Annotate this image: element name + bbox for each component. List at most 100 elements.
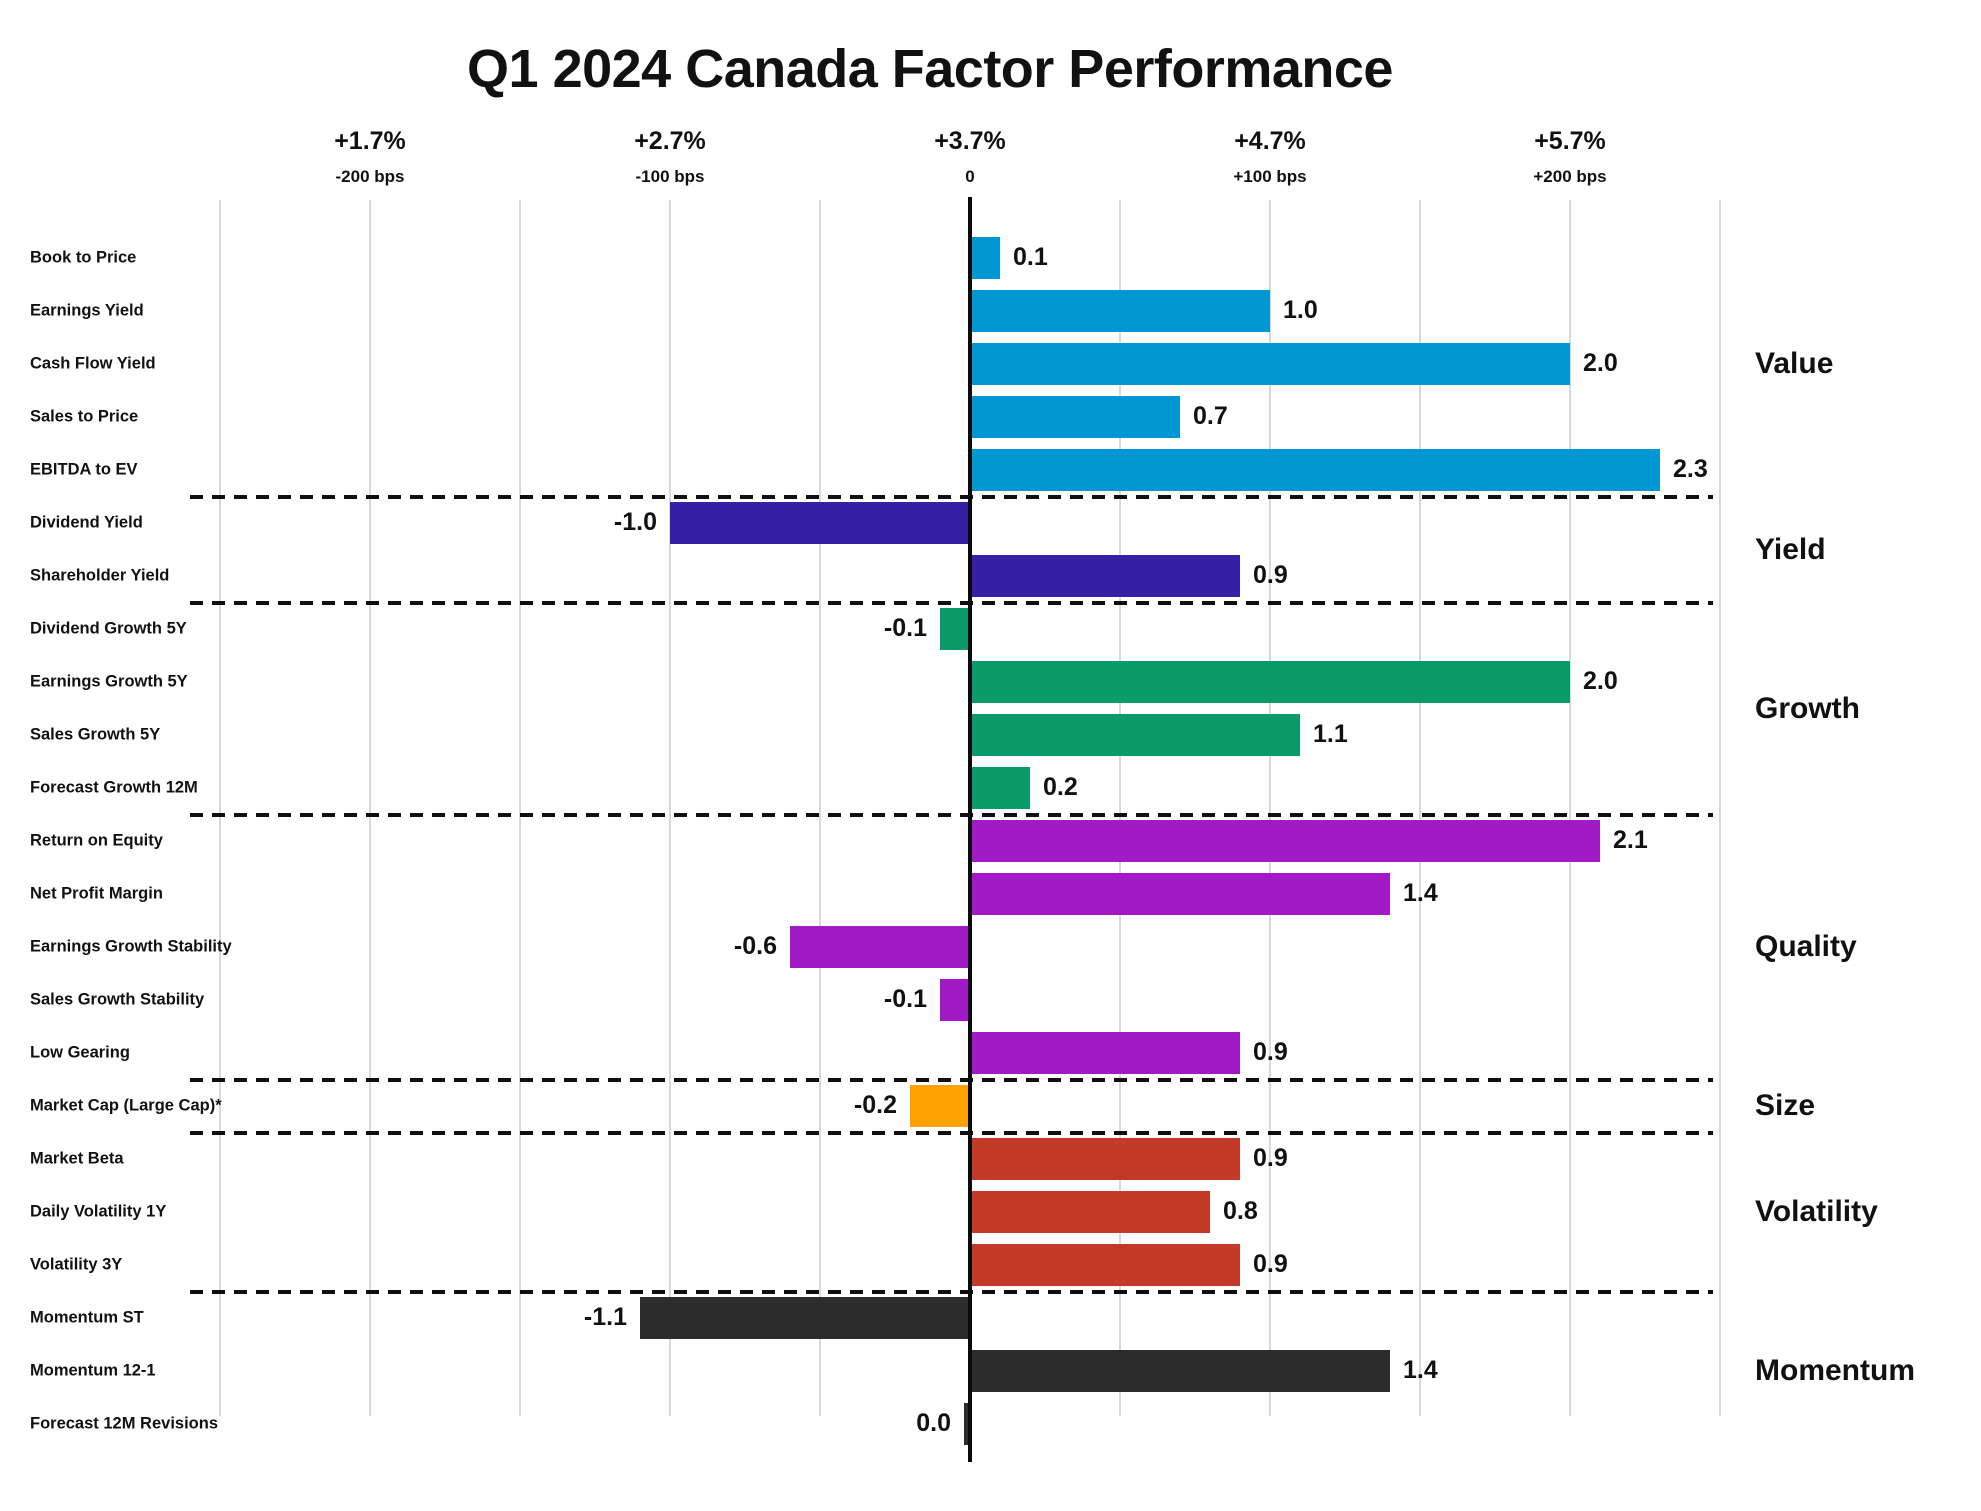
row-label-ebitda-to-ev: EBITDA to EV [30,460,138,479]
value-label-sales-growth-5y: 1.1 [1313,719,1348,748]
axis-tick-percent: +1.7% [334,127,406,155]
value-label-momentum-st: -1.1 [583,1302,627,1331]
bar-cash-flow-yield [970,343,1570,385]
group-label-momentum: Momentum [1755,1354,1915,1387]
group-separator [190,1289,1713,1294]
axis-tick-percent: +3.7% [934,127,1006,155]
bar-net-profit-margin [970,873,1390,915]
gridline [669,200,671,1416]
row-label-daily-volatility-1y: Daily Volatility 1Y [30,1202,167,1221]
gridline [519,200,521,1416]
value-label-cash-flow-yield: 2.0 [1583,348,1618,377]
value-label-earnings-growth-stability: -0.6 [733,931,777,960]
value-label-sales-growth-stability: -0.1 [883,984,927,1013]
zero-axis-line [967,197,973,1462]
group-label-size: Size [1755,1089,1816,1122]
bar-sales-to-price [970,396,1180,438]
gridline [1719,200,1721,1416]
bar-sales-growth-5y [970,714,1300,756]
bar-earnings-growth-stability [790,926,970,968]
bar-low-gearing [970,1032,1240,1074]
chart-title: Q1 2024 Canada Factor Performance [467,39,1393,99]
bar-return-on-equity [970,820,1600,862]
bar-ebitda-to-ev [970,449,1660,491]
row-label-sales-to-price: Sales to Price [30,407,139,426]
bar-market-cap-large-cap [910,1085,970,1127]
axis-tick-bps: -200 bps [335,167,405,186]
bar-forecast-12m-revisions [964,1403,970,1445]
group-label-growth: Growth [1755,691,1860,725]
value-label-ebitda-to-ev: 2.3 [1673,454,1708,483]
row-label-momentum-12-1: Momentum 12-1 [30,1361,156,1380]
value-label-low-gearing: 0.9 [1253,1037,1288,1066]
bar-book-to-price [970,237,1000,279]
row-label-sales-growth-stability: Sales Growth Stability [30,990,205,1009]
bar-dividend-yield [670,502,970,544]
value-label-dividend-yield: -1.0 [613,507,657,536]
group-separator [190,600,1713,605]
row-label-dividend-yield: Dividend Yield [30,513,143,532]
axis-tick-percent: +4.7% [1234,127,1306,155]
group-label-quality: Quality [1755,930,1857,963]
row-label-market-beta: Market Beta [30,1149,124,1168]
value-label-earnings-growth-5y: 2.0 [1583,666,1618,695]
value-label-market-beta: 0.9 [1253,1143,1288,1172]
value-label-book-to-price: 0.1 [1013,242,1048,271]
bar-earnings-growth-5y [970,661,1570,703]
row-label-sales-growth-5y: Sales Growth 5Y [30,725,161,744]
row-label-volatility-3y: Volatility 3Y [30,1255,123,1274]
row-label-earnings-growth-5y: Earnings Growth 5Y [30,672,188,691]
bar-volatility-3y [970,1244,1240,1286]
bar-sales-growth-stability [940,979,970,1021]
value-label-market-cap-large-cap: -0.2 [853,1090,897,1119]
bar-dividend-growth-5y [940,608,970,650]
gridline [1269,200,1271,1416]
value-label-earnings-yield: 1.0 [1283,295,1318,324]
value-label-daily-volatility-1y: 0.8 [1223,1196,1258,1225]
group-separator [190,1130,1713,1135]
row-label-dividend-growth-5y: Dividend Growth 5Y [30,619,187,638]
axis-tick-bps: +100 bps [1233,167,1307,186]
gridline [1569,200,1571,1416]
gridline [369,200,371,1416]
group-label-volatility: Volatility [1755,1195,1878,1228]
group-separator [190,812,1713,817]
bar-momentum-12-1 [970,1350,1390,1392]
row-label-shareholder-yield: Shareholder Yield [30,566,170,585]
gridline [1419,200,1421,1416]
axis-tick-percent: +2.7% [634,127,706,155]
value-label-forecast-growth-12m: 0.2 [1043,772,1078,801]
bar-earnings-yield [970,290,1270,332]
value-label-volatility-3y: 0.9 [1253,1249,1288,1278]
group-separator [190,494,1713,499]
row-label-forecast-12m-revisions: Forecast 12M Revisions [30,1414,218,1433]
bar-shareholder-yield [970,555,1240,597]
row-label-forecast-growth-12m: Forecast Growth 12M [30,778,198,797]
row-label-earnings-growth-stability: Earnings Growth Stability [30,937,232,956]
row-label-market-cap-large-cap: Market Cap (Large Cap)* [30,1096,222,1115]
value-label-forecast-12m-revisions: 0.0 [916,1408,951,1437]
bar-forecast-growth-12m [970,767,1030,809]
bar-market-beta [970,1138,1240,1180]
value-label-net-profit-margin: 1.4 [1403,878,1438,907]
group-label-value: Value [1755,347,1834,380]
row-label-low-gearing: Low Gearing [30,1043,130,1062]
bar-daily-volatility-1y [970,1191,1210,1233]
row-label-return-on-equity: Return on Equity [30,831,163,850]
axis-tick-bps: -100 bps [635,167,705,186]
axis-tick-percent: +5.7% [1534,127,1606,155]
group-separator [190,1077,1713,1082]
value-label-sales-to-price: 0.7 [1193,401,1228,430]
gridline [1119,200,1121,1416]
row-label-earnings-yield: Earnings Yield [30,301,144,320]
bar-momentum-st [640,1297,970,1339]
value-label-momentum-12-1: 1.4 [1403,1355,1438,1384]
value-label-shareholder-yield: 0.9 [1253,560,1288,589]
row-label-momentum-st: Momentum ST [30,1308,144,1327]
group-label-yield: Yield [1755,532,1826,566]
axis-tick-bps: 0 [965,167,975,186]
row-label-book-to-price: Book to Price [30,248,137,267]
row-label-cash-flow-yield: Cash Flow Yield [30,354,156,373]
value-label-dividend-growth-5y: -0.1 [883,613,927,642]
